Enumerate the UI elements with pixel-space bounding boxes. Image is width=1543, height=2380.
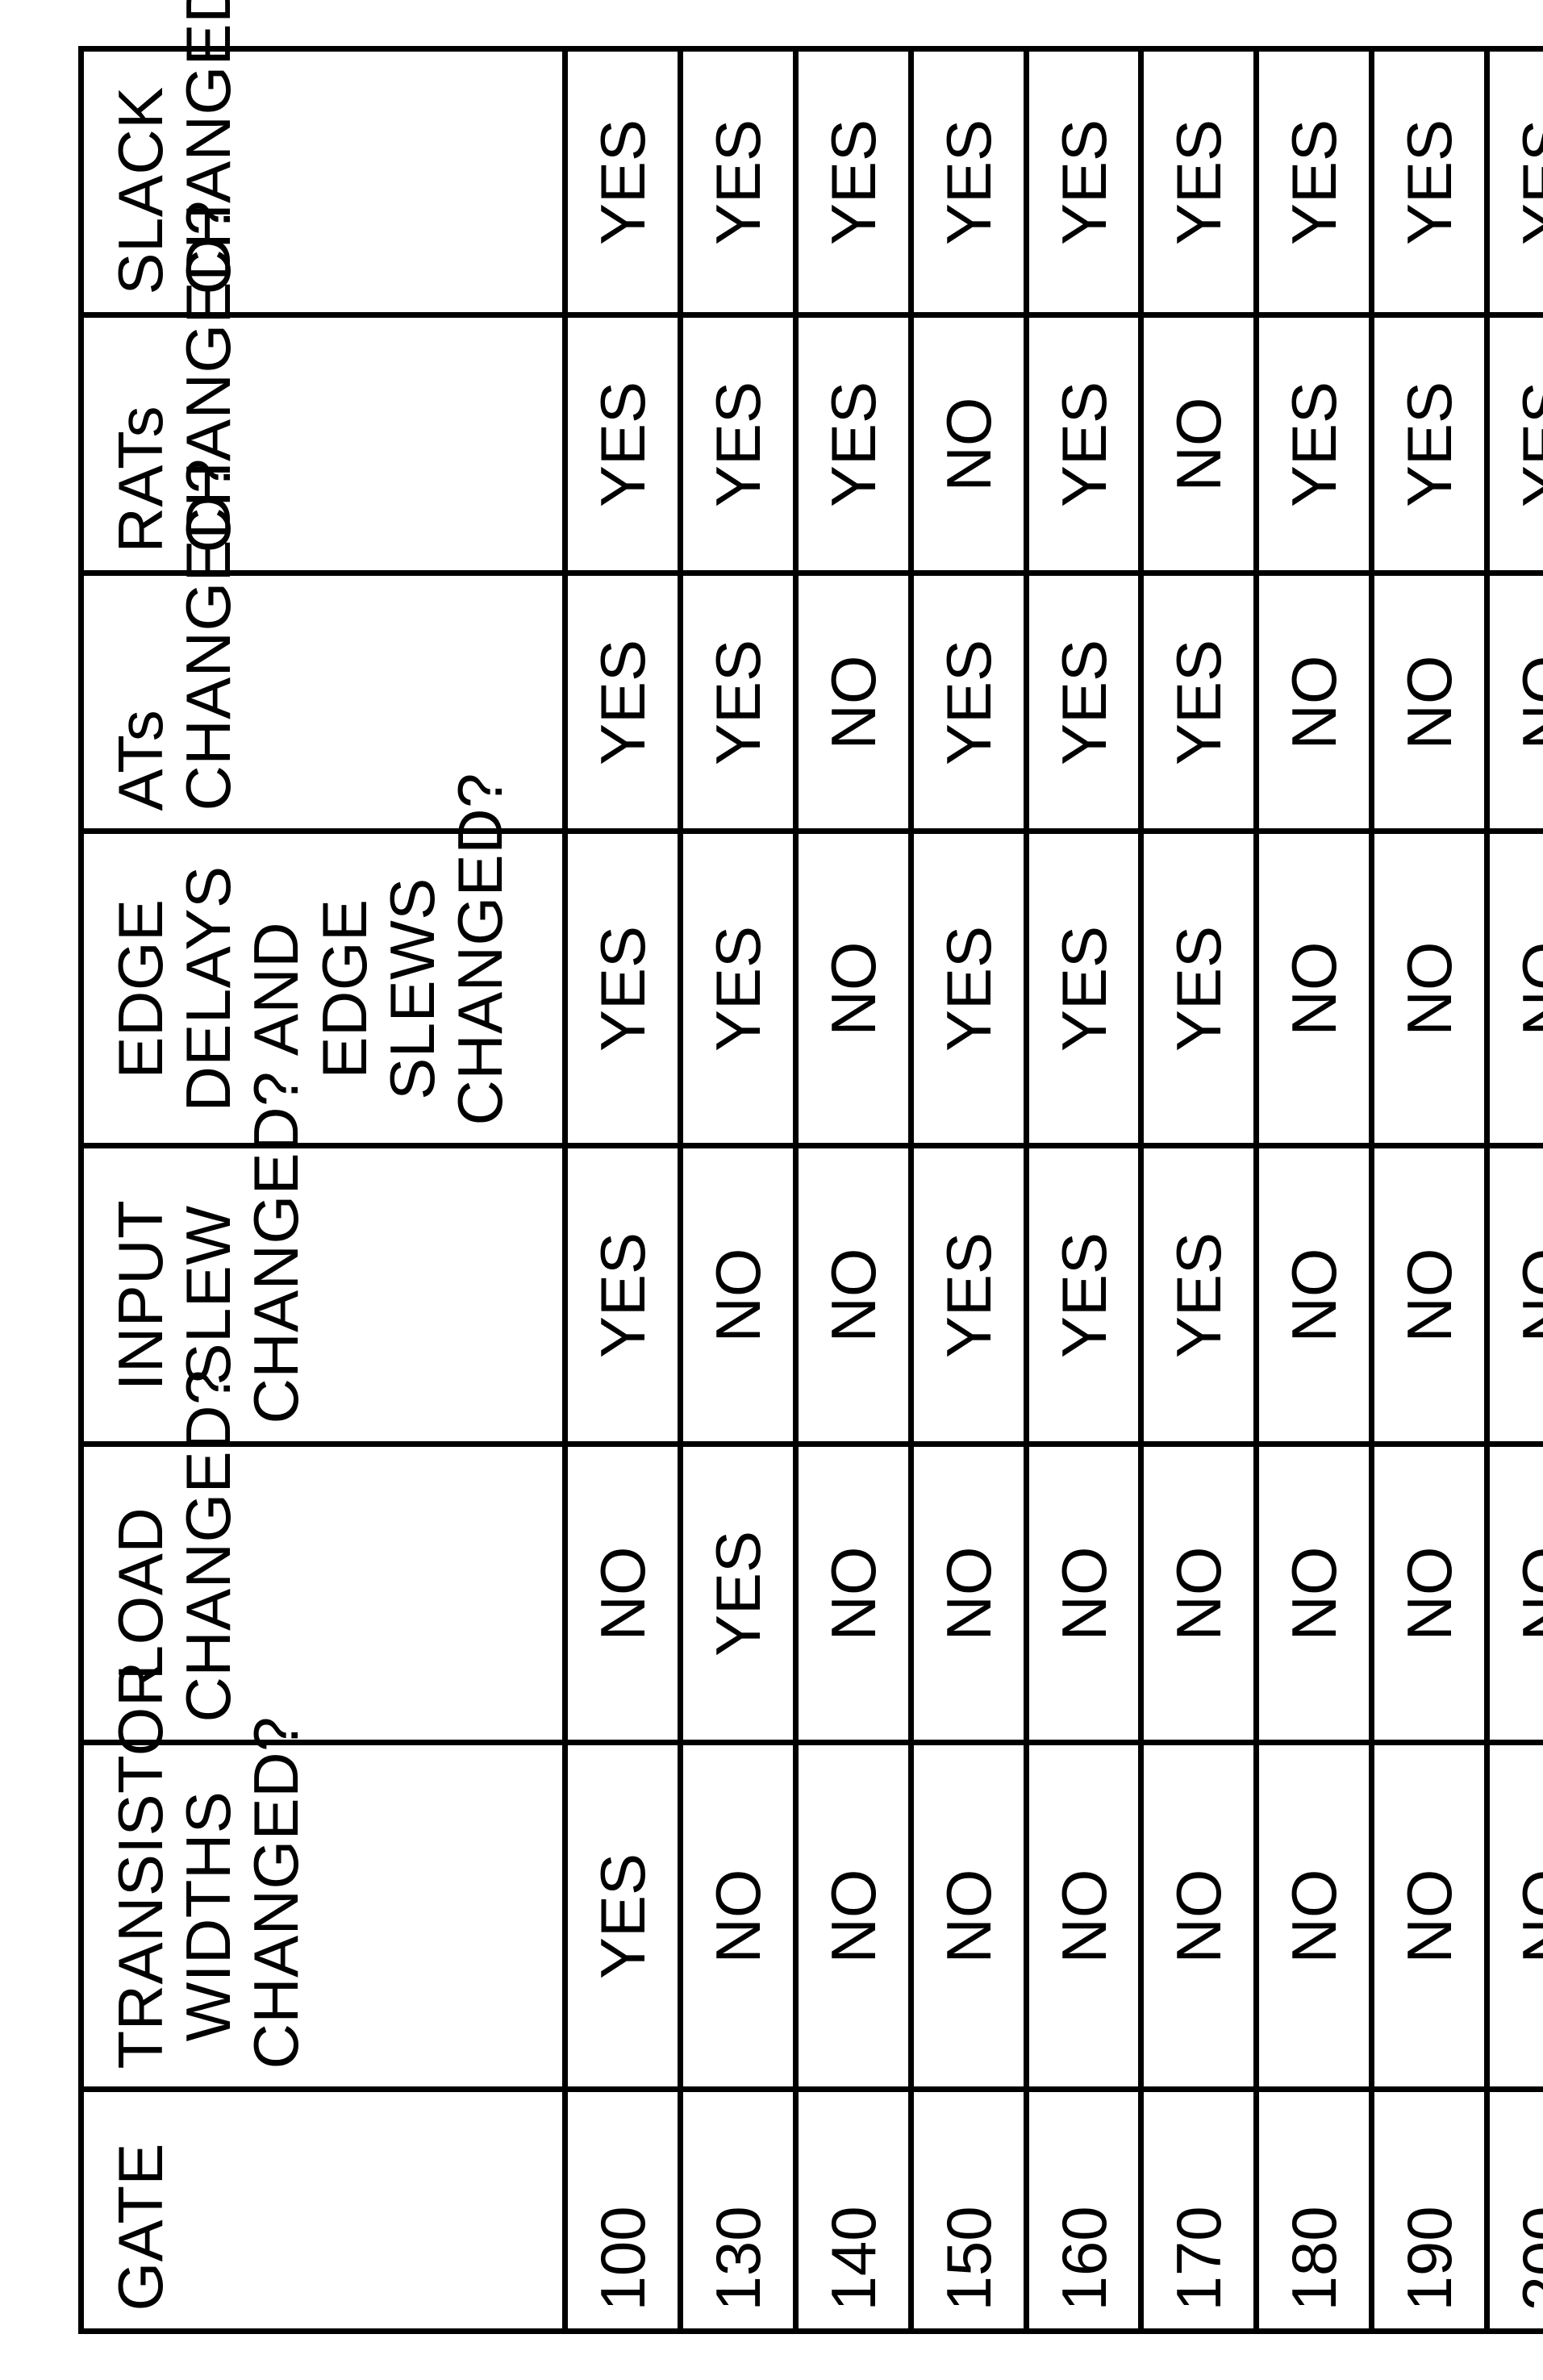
cell-value: NO bbox=[1141, 1444, 1256, 1743]
table-row: 200 NO NO NO NO NO YES YES bbox=[1487, 49, 1543, 2332]
cell-value: YES bbox=[680, 573, 795, 832]
cell-value: YES bbox=[1371, 315, 1487, 573]
cell-value: YES bbox=[565, 49, 680, 315]
cell-value: NO bbox=[565, 1444, 680, 1743]
cell-value: YES bbox=[565, 1146, 680, 1444]
cell-value: NO bbox=[1256, 1146, 1371, 1444]
col-header-edge-delays-slews: EDGE DELAYS AND EDGE SLEWS CHANGED? bbox=[81, 832, 565, 1146]
col-header-transistor-widths: TRANSISTOR WIDTHS CHANGED? bbox=[81, 1743, 565, 2090]
table-row: 180 NO NO NO NO NO YES YES bbox=[1256, 49, 1371, 2332]
cell-value: YES bbox=[1371, 49, 1487, 315]
cell-value: NO bbox=[1371, 1146, 1487, 1444]
cell-value: YES bbox=[911, 832, 1026, 1146]
cell-value: YES bbox=[1141, 1146, 1256, 1444]
cell-gate: 150 bbox=[911, 2090, 1026, 2332]
cell-value: NO bbox=[911, 315, 1026, 573]
cell-value: NO bbox=[1026, 1743, 1141, 2090]
timing-change-table: GATE TRANSISTOR WIDTHS CHANGED? LOAD CHA… bbox=[78, 46, 1543, 2334]
cell-value: NO bbox=[1487, 573, 1543, 832]
col-header-gate: GATE bbox=[81, 2090, 565, 2332]
cell-value: YES bbox=[1026, 573, 1141, 832]
cell-value: YES bbox=[911, 1146, 1026, 1444]
cell-value: NO bbox=[1256, 832, 1371, 1146]
cell-value: YES bbox=[1026, 315, 1141, 573]
cell-value: NO bbox=[1256, 1743, 1371, 2090]
cell-value: NO bbox=[795, 1146, 911, 1444]
cell-value: NO bbox=[1487, 832, 1543, 1146]
cell-gate: 180 bbox=[1256, 2090, 1371, 2332]
cell-value: NO bbox=[680, 1146, 795, 1444]
col-header-rats: RATs CHANGED? bbox=[81, 315, 565, 573]
cell-value: YES bbox=[795, 315, 911, 573]
cell-value: YES bbox=[565, 573, 680, 832]
cell-value: NO bbox=[1371, 1743, 1487, 2090]
cell-value: NO bbox=[1256, 1444, 1371, 1743]
table-header-row: GATE TRANSISTOR WIDTHS CHANGED? LOAD CHA… bbox=[81, 49, 565, 2332]
cell-value: YES bbox=[565, 832, 680, 1146]
cell-value: YES bbox=[1026, 1146, 1141, 1444]
cell-value: YES bbox=[1256, 315, 1371, 573]
cell-value: YES bbox=[1141, 49, 1256, 315]
cell-value: NO bbox=[1256, 573, 1371, 832]
cell-gate: 100 bbox=[565, 2090, 680, 2332]
cell-value: YES bbox=[1026, 49, 1141, 315]
cell-value: NO bbox=[911, 1743, 1026, 2090]
cell-value: NO bbox=[1487, 1444, 1543, 1743]
cell-value: YES bbox=[795, 49, 911, 315]
page: GATE TRANSISTOR WIDTHS CHANGED? LOAD CHA… bbox=[0, 0, 1543, 2380]
cell-value: YES bbox=[1141, 573, 1256, 832]
cell-value: YES bbox=[680, 49, 795, 315]
cell-value: NO bbox=[1487, 1146, 1543, 1444]
cell-value: NO bbox=[795, 1743, 911, 2090]
cell-value: NO bbox=[1371, 832, 1487, 1146]
col-header-slack: SLACK CHANGED? bbox=[81, 49, 565, 315]
table-row: 160 NO NO YES YES YES YES YES bbox=[1026, 49, 1141, 2332]
cell-value: NO bbox=[680, 1743, 795, 2090]
cell-gate: 130 bbox=[680, 2090, 795, 2332]
cell-value: YES bbox=[1487, 315, 1543, 573]
cell-value: NO bbox=[795, 573, 911, 832]
cell-value: YES bbox=[565, 1743, 680, 2090]
rotated-wrapper: GATE TRANSISTOR WIDTHS CHANGED? LOAD CHA… bbox=[78, 77, 1466, 2303]
table-body: 100 YES NO YES YES YES YES YES 130 NO YE… bbox=[565, 49, 1543, 2332]
cell-value: NO bbox=[911, 1444, 1026, 1743]
table-row: 100 YES NO YES YES YES YES YES bbox=[565, 49, 680, 2332]
cell-value: NO bbox=[1026, 1444, 1141, 1743]
cell-value: NO bbox=[795, 832, 911, 1146]
table-row: 130 NO YES NO YES YES YES YES bbox=[680, 49, 795, 2332]
cell-value: YES bbox=[1026, 832, 1141, 1146]
cell-gate: 160 bbox=[1026, 2090, 1141, 2332]
cell-value: NO bbox=[1141, 1743, 1256, 2090]
cell-value: NO bbox=[1487, 1743, 1543, 2090]
cell-value: YES bbox=[565, 315, 680, 573]
cell-value: YES bbox=[680, 832, 795, 1146]
cell-value: YES bbox=[680, 1444, 795, 1743]
cell-value: NO bbox=[1141, 315, 1256, 573]
table-row: 190 NO NO NO NO NO YES YES bbox=[1371, 49, 1487, 2332]
cell-value: YES bbox=[1256, 49, 1371, 315]
cell-value: YES bbox=[911, 49, 1026, 315]
table-row: 140 NO NO NO NO NO YES YES bbox=[795, 49, 911, 2332]
cell-gate: 140 bbox=[795, 2090, 911, 2332]
cell-gate: 200 bbox=[1487, 2090, 1543, 2332]
cell-value: YES bbox=[1141, 832, 1256, 1146]
table-row: 170 NO NO YES YES YES NO YES bbox=[1141, 49, 1256, 2332]
cell-value: NO bbox=[1371, 1444, 1487, 1743]
cell-value: YES bbox=[680, 315, 795, 573]
cell-gate: 170 bbox=[1141, 2090, 1256, 2332]
table-row: 150 NO NO YES YES YES NO YES bbox=[911, 49, 1026, 2332]
cell-value: NO bbox=[795, 1444, 911, 1743]
cell-value: YES bbox=[1487, 49, 1543, 315]
cell-value: YES bbox=[911, 573, 1026, 832]
cell-gate: 190 bbox=[1371, 2090, 1487, 2332]
cell-value: NO bbox=[1371, 573, 1487, 832]
col-header-input-slew: INPUT SLEW CHANGED? bbox=[81, 1146, 565, 1444]
